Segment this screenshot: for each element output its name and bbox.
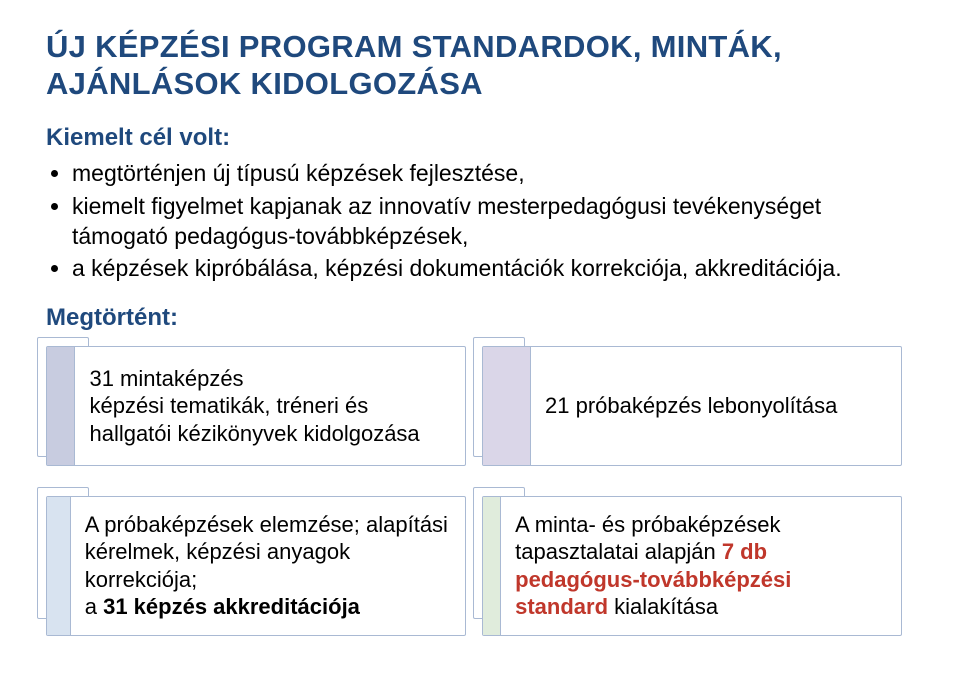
box-wrap: A minta- és próbaképzések tapasztalatai … xyxy=(482,496,902,636)
slide-title: ÚJ KÉPZÉSI PROGRAM STANDARDOK, MINTÁK, A… xyxy=(46,28,914,102)
row-2: A próbaképzések elemzése; alapítási kére… xyxy=(46,496,914,636)
box-1-left: 31 mintaképzésképzési tematikák, tréneri… xyxy=(46,346,466,466)
row-1: 31 mintaképzésképzési tematikák, tréneri… xyxy=(46,346,914,466)
color-strip xyxy=(47,347,75,465)
bullet-item: kiemelt figyelmet kapjanak az innovatív … xyxy=(72,191,914,252)
box-text: 21 próbaképzés lebonyolítása xyxy=(545,392,837,420)
megtortent-label: Megtörtént: xyxy=(46,304,914,332)
box-text: A minta- és próbaképzések tapasztalatai … xyxy=(515,511,885,621)
bullet-list: megtörténjen új típusú képzések fejleszt… xyxy=(46,158,914,283)
slide: ÚJ KÉPZÉSI PROGRAM STANDARDOK, MINTÁK, A… xyxy=(0,0,960,699)
box-2-left: A próbaképzések elemzése; alapítási kére… xyxy=(46,496,466,636)
bullet-item: a képzések kipróbálása, képzési dokument… xyxy=(72,253,914,283)
color-strip xyxy=(483,347,531,465)
color-strip xyxy=(483,497,501,635)
box-wrap: A próbaképzések elemzése; alapítási kére… xyxy=(46,496,466,636)
subtitle: Kiemelt cél volt: xyxy=(46,124,914,152)
color-strip xyxy=(47,497,71,635)
box-text: 31 mintaképzésképzési tematikák, tréneri… xyxy=(89,365,449,448)
box-text: A próbaképzések elemzése; alapítási kére… xyxy=(85,511,449,621)
box-wrap: 31 mintaképzésképzési tematikák, tréneri… xyxy=(46,346,466,466)
box-wrap: 21 próbaképzés lebonyolítása xyxy=(482,346,902,466)
box-2-right: A minta- és próbaképzések tapasztalatai … xyxy=(482,496,902,636)
bullet-item: megtörténjen új típusú képzések fejleszt… xyxy=(72,158,914,188)
box-1-right: 21 próbaképzés lebonyolítása xyxy=(482,346,902,466)
